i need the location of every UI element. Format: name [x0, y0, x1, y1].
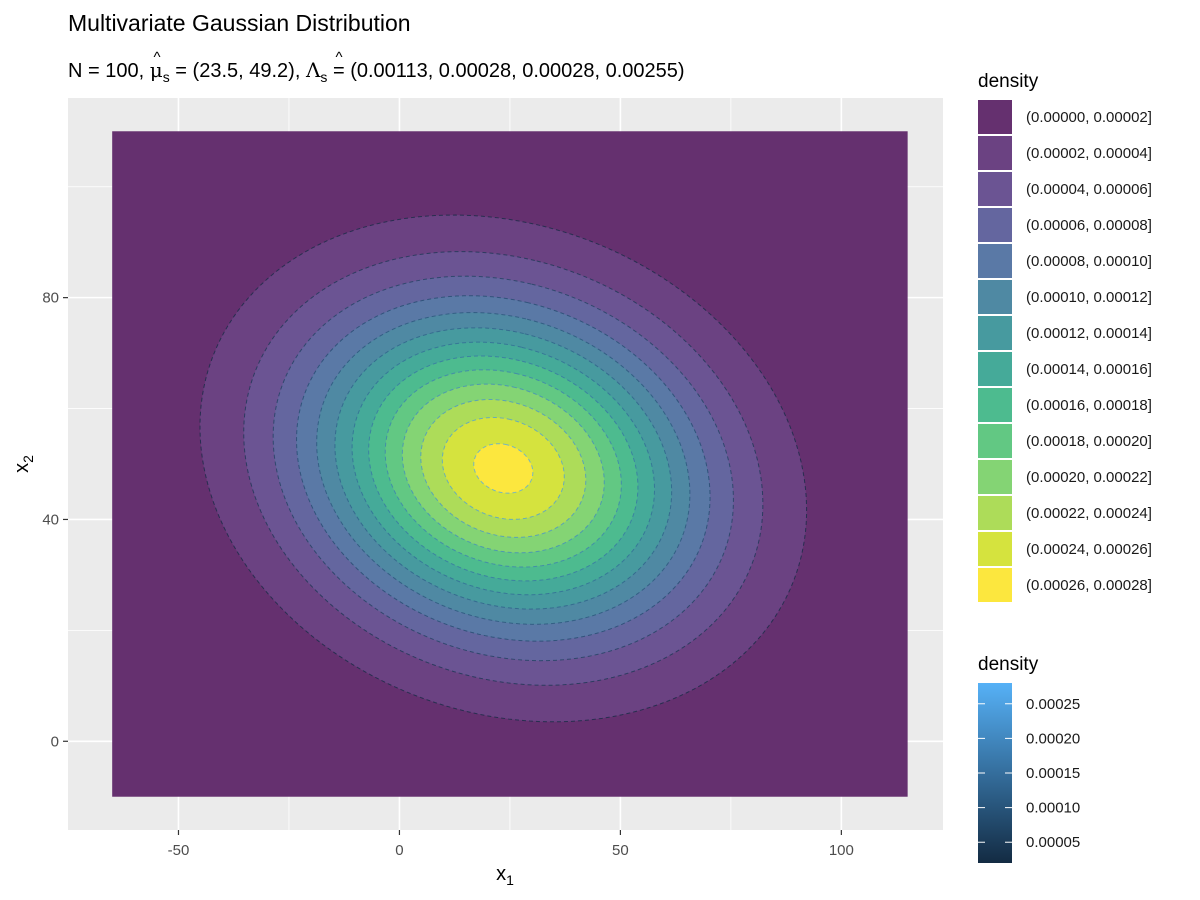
fill-legend-label-2: (0.00004, 0.00006] — [1026, 181, 1152, 198]
colorbar-legend: 0.00025 0.00020 0.00015 0.00010 0.00005 — [978, 683, 1080, 863]
fill-legend-label-8: (0.00016, 0.00018] — [1026, 397, 1152, 414]
fill-legend-key-6 — [978, 316, 1012, 350]
fill-legend-label-1: (0.00002, 0.00004] — [1026, 145, 1152, 162]
colorbar-tick-label-1: 0.00020 — [1026, 730, 1080, 747]
x-axis-label: x1 — [496, 863, 514, 888]
fill-legend-key-11 — [978, 496, 1012, 530]
y-tick-label-2: 80 — [42, 290, 59, 307]
subtitle-comma-1: , — [139, 60, 150, 82]
fill-legend-key-4 — [978, 244, 1012, 278]
fill-legend-label-0: (0.00000, 0.00002] — [1026, 109, 1152, 126]
fill-legend-key-12 — [978, 532, 1012, 566]
contour-line-10 — [420, 399, 587, 538]
fill-legend-label-9: (0.00018, 0.00020] — [1026, 433, 1152, 450]
y-axis-label: x2 — [11, 455, 36, 473]
contour-line-1 — [243, 251, 764, 686]
y-tick-label-0: 0 — [51, 733, 59, 750]
colorbar-tick-label-0: 0.00025 — [1026, 696, 1080, 713]
fill-legend-label-3: (0.00006, 0.00008] — [1026, 217, 1152, 234]
fill-legend-key-1 — [978, 136, 1012, 170]
chart-subtitle: N = 100, μs = (23.5, 49.2), Λs = (0.0011… — [68, 49, 685, 85]
fill-legend-label-12: (0.00024, 0.00026] — [1026, 541, 1152, 558]
fill-legend-key-0 — [978, 100, 1012, 134]
x-tick-label-3: 100 — [829, 842, 854, 859]
contour-line-7 — [368, 355, 639, 582]
subtitle-lambda-value: (0.00113, 0.00028, 0.00028, 0.00255) — [350, 60, 684, 82]
contour-line-6 — [351, 341, 655, 596]
fill-legend: (0.00000, 0.00002] (0.00002, 0.00004] (0.0… — [978, 100, 1152, 602]
fill-legend-label-5: (0.00010, 0.00012] — [1026, 289, 1152, 306]
subtitle-mu-symbol: μ — [150, 58, 163, 82]
fill-legend-key-5 — [978, 280, 1012, 314]
contour-line-8 — [384, 369, 622, 568]
subtitle-lambda-sub: s — [320, 69, 327, 85]
subtitle-mu-value: (23.5, 49.2) — [193, 60, 295, 82]
subtitle-mu-sub: s — [163, 69, 170, 85]
colorbar-tick-label-3: 0.00010 — [1026, 800, 1080, 817]
contour-line-11 — [441, 417, 565, 520]
contour-line-4 — [316, 312, 691, 625]
fill-legend-label-10: (0.00020, 0.00022] — [1026, 469, 1152, 486]
subtitle-n-value: 100 — [105, 60, 138, 82]
contour-line-9 — [401, 383, 605, 554]
fill-legend-label-13: (0.00026, 0.00028] — [1026, 577, 1152, 594]
contour-line-5 — [334, 327, 673, 610]
colorbar-tick-label-4: 0.00005 — [1026, 834, 1080, 851]
fill-legend-label-6: (0.00012, 0.00014] — [1026, 325, 1152, 342]
fill-legend-label-11: (0.00022, 0.00024] — [1026, 505, 1152, 522]
density-band-13 — [473, 443, 533, 494]
fill-legend-label-7: (0.00014, 0.00016] — [1026, 361, 1152, 378]
density-contour-layer — [199, 214, 808, 723]
fill-legend-label-4: (0.00008, 0.00010] — [1026, 253, 1152, 270]
fill-legend-key-8 — [978, 388, 1012, 422]
subtitle-n-label: N — [68, 60, 82, 82]
fill-legend-key-3 — [978, 208, 1012, 242]
contour-line-0 — [199, 214, 808, 723]
density-fill-layer — [112, 131, 908, 797]
fill-legend-key-7 — [978, 352, 1012, 386]
chart-title: Multivariate Gaussian Distribution — [68, 10, 411, 36]
svg-text:N = 100, μs = (23.5, 49.2), Λs: N = 100, μs = (23.5, 49.2), Λs = (0.0011… — [68, 58, 685, 85]
subtitle-equals-2: = — [170, 60, 193, 82]
subtitle-lambda-symbol: Λ — [305, 58, 321, 82]
mu-hat-mark: ^ — [153, 49, 160, 66]
fill-legend-key-9 — [978, 424, 1012, 458]
y-tick-label-1: 40 — [42, 511, 59, 528]
subtitle-equals-3: = — [327, 60, 350, 82]
contour-line-2 — [272, 275, 734, 662]
fill-legend-key-2 — [978, 172, 1012, 206]
subtitle-equals-1: = — [82, 60, 105, 82]
subtitle-comma-2: , — [295, 60, 306, 82]
fill-legend-key-13 — [978, 568, 1012, 602]
x-tick-label-0: -50 — [168, 842, 190, 859]
colorbar-legend-title: density — [978, 654, 1039, 675]
fill-legend-title: density — [978, 71, 1039, 92]
axis-ticks: -50 0 50 100 0 40 80 — [42, 290, 854, 859]
x-tick-label-1: 0 — [395, 842, 403, 859]
x-tick-label-2: 50 — [612, 842, 629, 859]
contour-line-12 — [473, 443, 534, 494]
lambda-hat-mark: ^ — [335, 49, 342, 66]
fill-legend-key-10 — [978, 460, 1012, 494]
contour-line-3 — [296, 295, 711, 642]
colorbar-tick-label-2: 0.00015 — [1026, 765, 1080, 782]
